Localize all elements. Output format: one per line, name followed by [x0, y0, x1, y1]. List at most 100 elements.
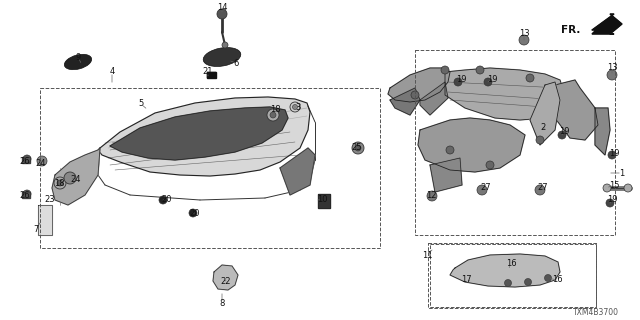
- Circle shape: [217, 9, 227, 19]
- Bar: [428, 243, 596, 308]
- Polygon shape: [22, 157, 30, 163]
- Text: 3: 3: [295, 102, 301, 111]
- Polygon shape: [450, 254, 560, 287]
- Text: 9: 9: [76, 52, 81, 61]
- Text: 4: 4: [109, 68, 115, 76]
- Text: 16: 16: [506, 260, 516, 268]
- Bar: [40, 88, 380, 248]
- Polygon shape: [388, 68, 450, 102]
- Circle shape: [222, 42, 228, 48]
- Circle shape: [536, 136, 544, 144]
- Text: 23: 23: [45, 195, 55, 204]
- Circle shape: [441, 66, 449, 74]
- Polygon shape: [280, 148, 315, 195]
- Text: 15: 15: [609, 180, 620, 189]
- Ellipse shape: [204, 48, 241, 67]
- Circle shape: [525, 278, 531, 285]
- Circle shape: [189, 209, 197, 217]
- Bar: [430, 244, 596, 307]
- Text: 18: 18: [54, 179, 64, 188]
- Polygon shape: [98, 97, 310, 176]
- Circle shape: [606, 199, 614, 207]
- Text: 20: 20: [189, 209, 200, 218]
- Text: 13: 13: [518, 28, 529, 37]
- Circle shape: [23, 190, 31, 198]
- Polygon shape: [445, 68, 565, 120]
- Polygon shape: [555, 80, 598, 140]
- Circle shape: [267, 109, 279, 121]
- Polygon shape: [390, 88, 420, 115]
- Circle shape: [427, 191, 437, 201]
- Polygon shape: [420, 82, 448, 115]
- Text: 25: 25: [352, 142, 362, 151]
- Circle shape: [355, 145, 361, 151]
- Text: 26: 26: [20, 191, 30, 201]
- Circle shape: [411, 91, 419, 99]
- Circle shape: [270, 112, 276, 118]
- Polygon shape: [22, 192, 30, 198]
- Text: 8: 8: [220, 299, 225, 308]
- Text: 19: 19: [609, 148, 620, 157]
- Text: 27: 27: [481, 183, 492, 193]
- Text: 7: 7: [33, 225, 38, 234]
- Circle shape: [504, 279, 511, 286]
- Polygon shape: [530, 82, 560, 145]
- Circle shape: [607, 70, 617, 80]
- Text: 19: 19: [559, 126, 569, 135]
- Text: 16: 16: [552, 276, 563, 284]
- Circle shape: [159, 196, 167, 204]
- Circle shape: [37, 156, 47, 166]
- Text: FR.: FR.: [561, 25, 580, 35]
- Circle shape: [54, 177, 66, 189]
- Circle shape: [545, 275, 552, 282]
- Text: 22: 22: [221, 276, 231, 285]
- Circle shape: [446, 146, 454, 154]
- Polygon shape: [52, 148, 100, 205]
- Circle shape: [486, 161, 494, 169]
- Text: 24: 24: [71, 175, 81, 185]
- Text: 6: 6: [234, 59, 239, 68]
- Text: TXM4B3700: TXM4B3700: [573, 308, 619, 317]
- Text: 18: 18: [269, 106, 280, 115]
- Text: 26: 26: [20, 156, 30, 165]
- Polygon shape: [207, 72, 216, 78]
- Text: 14: 14: [217, 4, 227, 12]
- Circle shape: [64, 172, 76, 184]
- Text: 1: 1: [620, 169, 625, 178]
- Polygon shape: [418, 118, 525, 172]
- Circle shape: [484, 78, 492, 86]
- Text: 12: 12: [426, 191, 436, 201]
- Circle shape: [526, 74, 534, 82]
- Text: 20: 20: [162, 196, 172, 204]
- Text: 19: 19: [607, 196, 617, 204]
- Text: 27: 27: [538, 183, 548, 193]
- Circle shape: [608, 151, 616, 159]
- Circle shape: [57, 180, 63, 186]
- Polygon shape: [110, 107, 288, 160]
- Text: 13: 13: [607, 63, 618, 73]
- Polygon shape: [595, 108, 610, 155]
- Text: 17: 17: [461, 275, 471, 284]
- Circle shape: [290, 102, 300, 112]
- Ellipse shape: [65, 54, 92, 70]
- Circle shape: [603, 184, 611, 192]
- Polygon shape: [318, 194, 330, 208]
- Text: 19: 19: [456, 75, 467, 84]
- Circle shape: [558, 131, 566, 139]
- Text: 19: 19: [487, 75, 497, 84]
- Polygon shape: [213, 265, 238, 290]
- Polygon shape: [430, 158, 462, 192]
- Circle shape: [476, 66, 484, 74]
- Circle shape: [292, 105, 298, 109]
- Circle shape: [477, 185, 487, 195]
- Circle shape: [352, 142, 364, 154]
- Text: 24: 24: [36, 158, 46, 167]
- Polygon shape: [592, 14, 622, 34]
- Circle shape: [519, 35, 529, 45]
- Circle shape: [535, 185, 545, 195]
- Text: 10: 10: [317, 195, 327, 204]
- Text: 2: 2: [540, 124, 546, 132]
- Circle shape: [454, 78, 462, 86]
- Text: 11: 11: [422, 251, 432, 260]
- Bar: [415, 50, 615, 235]
